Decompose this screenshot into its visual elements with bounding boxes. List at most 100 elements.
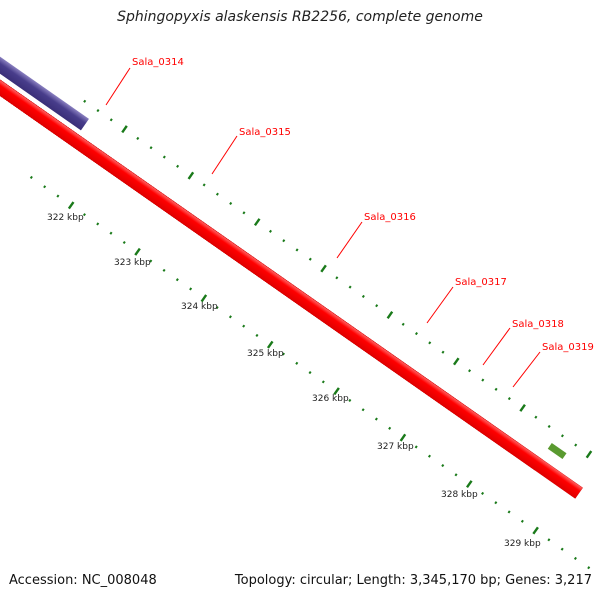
minor-tick-mark <box>481 491 485 495</box>
major-tick-mark <box>67 201 75 210</box>
minor-tick-mark <box>547 424 551 429</box>
minor-tick-mark <box>308 371 312 375</box>
gene-label[interactable]: Sala_0316 <box>364 212 416 223</box>
reverse-cds-dark-band <box>547 442 567 460</box>
scale-tick-label: 324 kbp <box>181 302 218 312</box>
minor-tick-mark <box>335 276 339 280</box>
minor-tick-mark <box>520 519 524 523</box>
major-tick-mark <box>386 311 394 319</box>
minor-tick-mark <box>56 194 60 198</box>
minor-tick-mark <box>573 556 577 560</box>
minor-tick-mark <box>481 378 485 382</box>
minor-tick-mark <box>574 443 578 447</box>
reverse-cds-light-band <box>570 467 574 473</box>
major-tick-mark <box>134 247 141 256</box>
other-feature-bar[interactable] <box>0 37 89 131</box>
minor-tick-mark <box>375 304 379 308</box>
gene-label-leader-line <box>336 221 363 259</box>
minor-tick-mark <box>560 547 564 551</box>
gene-label-leader-line <box>512 351 541 388</box>
minor-tick-mark <box>414 332 418 336</box>
minor-tick-mark <box>494 387 498 391</box>
minor-tick-mark <box>228 315 232 319</box>
minor-tick-mark <box>29 175 33 180</box>
minor-tick-mark <box>281 352 286 356</box>
minor-tick-mark <box>308 257 312 261</box>
minor-tick-mark <box>348 285 352 289</box>
minor-tick-mark <box>348 398 352 403</box>
gene-label-leader-line <box>105 67 131 106</box>
major-tick-mark <box>399 433 407 442</box>
minor-tick-mark <box>534 415 538 419</box>
major-tick-mark <box>466 480 473 489</box>
scale-tick-label: 325 kbp <box>247 349 284 359</box>
minor-tick-mark <box>468 369 472 373</box>
minor-tick-mark <box>374 417 378 421</box>
minor-tick-mark <box>122 240 126 245</box>
reverse-cds-feature[interactable] <box>547 442 567 460</box>
major-tick-mark <box>266 340 274 349</box>
map-title: Sphingopyxis alaskensis RB2256, complete… <box>117 9 483 25</box>
minor-tick-mark <box>175 278 179 282</box>
gene-label[interactable]: Sala_0318 <box>512 319 564 330</box>
minor-tick-mark <box>242 211 246 215</box>
major-tick-mark <box>532 526 539 535</box>
minor-tick-mark <box>229 201 233 206</box>
minor-tick-mark <box>401 322 405 326</box>
major-tick-mark <box>585 450 593 459</box>
minor-tick-mark <box>428 341 432 345</box>
gene-label-leader-line <box>482 327 511 366</box>
minor-tick-mark <box>215 192 219 196</box>
scale-tick-label: 326 kbp <box>312 394 349 404</box>
minor-tick-mark <box>560 434 564 438</box>
gene-label-leader-line <box>211 135 238 175</box>
minor-tick-mark <box>321 380 325 384</box>
major-tick-mark <box>519 403 526 412</box>
reverse-cds-dark-band <box>472 399 476 405</box>
minor-tick-mark <box>547 538 551 542</box>
minor-tick-mark <box>149 146 153 150</box>
gene-label[interactable]: Sala_0319 <box>542 342 594 353</box>
minor-tick-mark <box>295 248 299 252</box>
minor-tick-mark <box>441 463 445 468</box>
gene-label[interactable]: Sala_0317 <box>455 277 507 288</box>
scale-tick-label: 327 kbp <box>377 442 414 452</box>
minor-tick-mark <box>361 408 365 412</box>
major-tick-mark <box>452 357 460 366</box>
minor-tick-mark <box>43 185 47 189</box>
accession-text: Accession: NC_008048 <box>9 573 157 588</box>
gene-label[interactable]: Sala_0314 <box>132 57 184 68</box>
minor-tick-mark <box>507 397 511 401</box>
minor-tick-mark <box>454 473 458 477</box>
major-tick-mark <box>121 125 128 134</box>
reverse-cds-dark-band <box>153 175 157 181</box>
minor-tick-mark <box>255 333 259 337</box>
minor-tick-mark <box>202 183 206 187</box>
major-tick-mark <box>187 171 195 180</box>
topology-text: Topology: circular; Length: 3,345,170 bp… <box>234 573 592 588</box>
minor-tick-mark <box>83 99 87 103</box>
minor-tick-mark <box>507 510 511 514</box>
minor-tick-mark <box>109 231 113 235</box>
scale-tick-label: 328 kbp <box>441 490 478 500</box>
scale-tick-label: 322 kbp <box>47 213 84 223</box>
minor-tick-mark <box>136 136 140 140</box>
minor-tick-mark <box>176 164 180 168</box>
minor-tick-mark <box>149 259 153 263</box>
minor-tick-mark <box>427 454 431 458</box>
minor-tick-mark <box>96 109 100 113</box>
minor-tick-mark <box>162 155 166 159</box>
gene-label-leader-line <box>426 286 454 324</box>
gene-label[interactable]: Sala_0315 <box>239 127 291 138</box>
minor-tick-mark <box>215 305 219 310</box>
scale-tick-label: 329 kbp <box>504 539 541 549</box>
minor-tick-mark <box>388 426 392 430</box>
minor-tick-mark <box>268 229 272 233</box>
reverse-cds-light-band <box>157 169 161 175</box>
minor-tick-mark <box>109 118 113 122</box>
major-tick-mark <box>200 294 208 303</box>
minor-tick-mark <box>96 222 100 226</box>
forward-cds-arrow[interactable] <box>0 29 583 499</box>
